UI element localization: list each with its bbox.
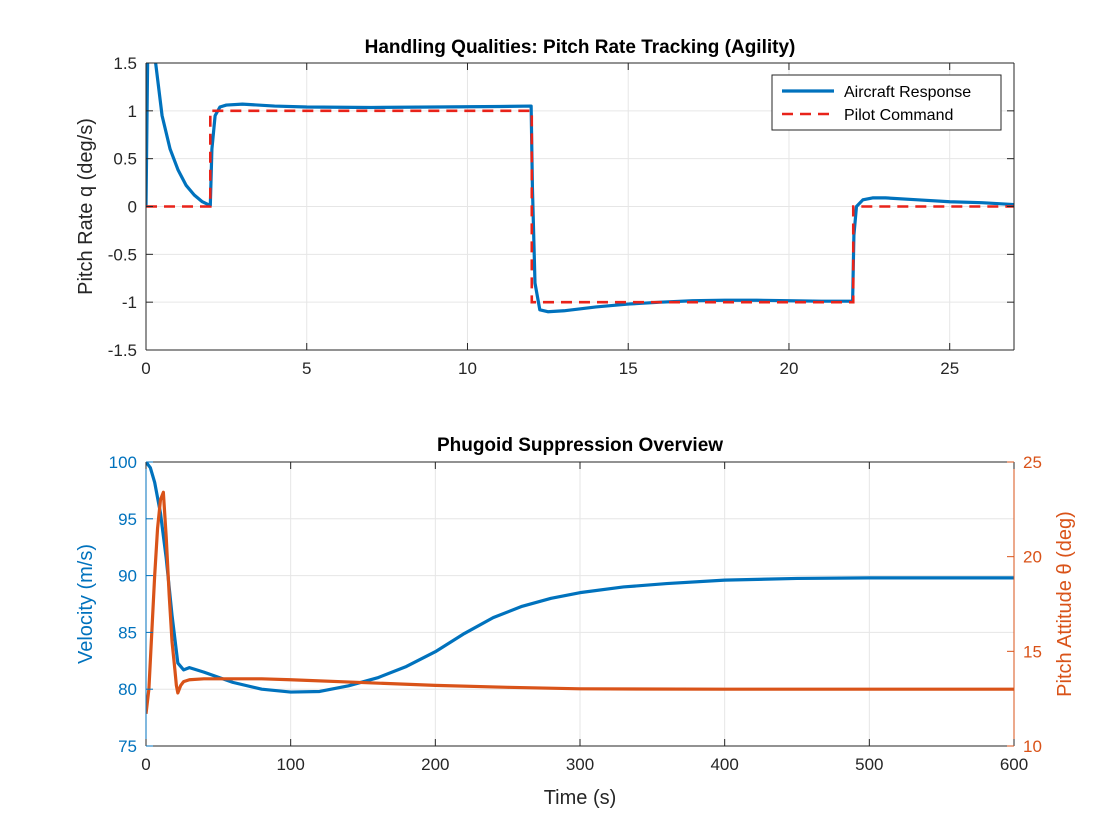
x-tick-label: 10 [458,359,477,378]
x-tick-label: 600 [1000,755,1028,774]
y-tick-label: 80 [118,680,137,699]
y-tick-label: 0.5 [113,150,137,169]
legend-label-pilot-command: Pilot Command [844,107,953,124]
x-tick-label: 0 [141,755,150,774]
x-tick-label: 5 [302,359,311,378]
x-tick-label: 0 [141,359,150,378]
x-tick-label: 300 [566,755,594,774]
y-tick-label: -1 [122,293,137,312]
plot2-axes: 0 100 200 300 400 500 600 75 80 85 90 95 100 10 15 20 25 [109,453,1042,774]
y2-tick-label: 10 [1023,737,1042,756]
series-group [146,63,1014,314]
y-axis-label-velocity: Velocity (m/s) [75,544,97,664]
y-tick-label: 75 [118,737,137,756]
x-axis-label-time: Time (s) [544,787,617,809]
series-group [146,462,1014,714]
y-tick-label: -0.5 [108,245,137,264]
y2-axis-label-pitch-attitude: Pitch Attitude θ (deg) [1054,511,1076,697]
y-tick-label: 100 [109,453,137,472]
y2-tick-label: 15 [1023,642,1042,661]
plot1-axes: 0 5 10 15 20 25 -1.5 -1 -0.5 0 0.5 1 1.5 Aircraft Res… [108,54,1015,378]
x-tick-label: 15 [619,359,638,378]
x-tick-label: 20 [780,359,799,378]
y-tick-label: 1 [128,102,137,121]
x-tick-label: 500 [855,755,883,774]
y-tick-label: 95 [118,510,137,529]
y-tick-label: 90 [118,567,137,586]
x-tick-label: 100 [276,755,304,774]
y-tick-label: 1.5 [113,54,137,73]
y-tick-label: -1.5 [108,341,137,360]
series-line-pitch-attitude [146,490,1014,714]
chart-title-phugoid: Phugoid Suppression Overview [437,435,723,456]
x-tick-label: 400 [710,755,738,774]
x-tick-label: 25 [940,359,959,378]
legend-label-aircraft-response: Aircraft Response [844,84,971,101]
series-line-pilot-command [146,109,1014,304]
y2-tick-label: 25 [1023,453,1042,472]
chart-title-pitch-rate: Handling Qualities: Pitch Rate Tracking … [365,37,796,58]
y-tick-label: 0 [128,198,137,217]
y2-tick-label: 20 [1023,548,1042,567]
y-axis-label-pitch-rate: Pitch Rate q (deg/s) [75,118,97,295]
x-tick-label: 200 [421,755,449,774]
legend: Aircraft Response Pilot Command [771,74,1002,131]
pitch-rate-chart: 0 5 10 15 20 25 -1.5 -1 -0.5 0 0.5 1 1.5 Aircraft Res… [75,37,1015,378]
phugoid-chart: 0 100 200 300 400 500 600 75 80 85 90 95 100 10 15 20 25… [75,435,1076,809]
y-tick-label: 85 [118,623,137,642]
series-line-aircraft-response [146,63,1014,314]
legend-box [771,74,1002,131]
